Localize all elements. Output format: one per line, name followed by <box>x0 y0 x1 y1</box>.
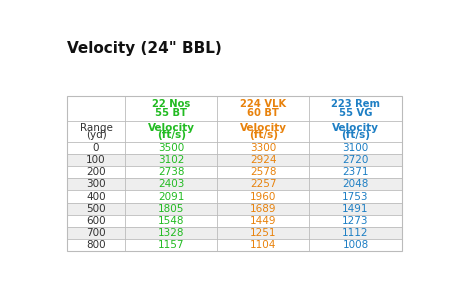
Text: 1273: 1273 <box>342 216 369 226</box>
Bar <box>67 203 401 215</box>
Text: (ft/s): (ft/s) <box>249 131 278 141</box>
Text: 1689: 1689 <box>250 204 277 214</box>
Text: 2091: 2091 <box>158 192 184 201</box>
Bar <box>67 96 401 121</box>
Text: 1449: 1449 <box>250 216 277 226</box>
Text: 1104: 1104 <box>250 240 277 250</box>
Text: 1960: 1960 <box>250 192 277 201</box>
Text: (yd): (yd) <box>86 131 106 141</box>
Text: Velocity: Velocity <box>332 123 379 133</box>
Text: Velocity: Velocity <box>148 123 195 133</box>
Text: 2371: 2371 <box>342 167 369 177</box>
Text: 700: 700 <box>86 228 106 238</box>
Bar <box>67 190 401 203</box>
Text: (ft/s): (ft/s) <box>157 131 186 141</box>
Bar <box>67 166 401 178</box>
Text: 1251: 1251 <box>250 228 277 238</box>
Bar <box>67 215 401 227</box>
Text: 2048: 2048 <box>342 179 369 189</box>
Text: 1157: 1157 <box>158 240 184 250</box>
Bar <box>67 227 401 239</box>
Text: Velocity (24" BBL): Velocity (24" BBL) <box>67 41 221 56</box>
Text: 400: 400 <box>86 192 106 201</box>
Text: 1008: 1008 <box>342 240 369 250</box>
Text: 1805: 1805 <box>158 204 184 214</box>
Bar <box>67 142 401 154</box>
Text: 55 BT: 55 BT <box>155 108 187 118</box>
Text: 60 BT: 60 BT <box>248 108 279 118</box>
Text: 300: 300 <box>86 179 106 189</box>
Text: 600: 600 <box>86 216 106 226</box>
Bar <box>67 239 401 251</box>
Text: 2403: 2403 <box>158 179 184 189</box>
Text: 3102: 3102 <box>158 155 184 165</box>
Text: 1548: 1548 <box>158 216 184 226</box>
Text: 3100: 3100 <box>342 143 369 153</box>
Text: Velocity: Velocity <box>240 123 287 133</box>
Text: 800: 800 <box>86 240 106 250</box>
Text: 100: 100 <box>86 155 106 165</box>
Text: 3300: 3300 <box>250 143 277 153</box>
Text: 1328: 1328 <box>158 228 184 238</box>
Text: (ft/s): (ft/s) <box>341 131 370 141</box>
Text: 0: 0 <box>93 143 99 153</box>
Text: 2720: 2720 <box>342 155 369 165</box>
Text: 2738: 2738 <box>158 167 184 177</box>
Text: 500: 500 <box>86 204 106 214</box>
Text: 22 Nos: 22 Nos <box>152 99 190 109</box>
Text: 1753: 1753 <box>342 192 369 201</box>
Text: 200: 200 <box>86 167 106 177</box>
Text: 223 Rem: 223 Rem <box>331 99 380 109</box>
Text: 1491: 1491 <box>342 204 369 214</box>
Text: 2924: 2924 <box>250 155 277 165</box>
Bar <box>67 96 401 251</box>
Text: 2257: 2257 <box>250 179 277 189</box>
Bar <box>67 154 401 166</box>
Text: 55 VG: 55 VG <box>339 108 372 118</box>
Text: 224 VLK: 224 VLK <box>240 99 287 109</box>
Text: 2578: 2578 <box>250 167 277 177</box>
Text: 1112: 1112 <box>342 228 369 238</box>
Bar <box>67 178 401 190</box>
Text: Range: Range <box>80 123 112 133</box>
Text: 3500: 3500 <box>158 143 184 153</box>
Bar <box>67 121 401 142</box>
